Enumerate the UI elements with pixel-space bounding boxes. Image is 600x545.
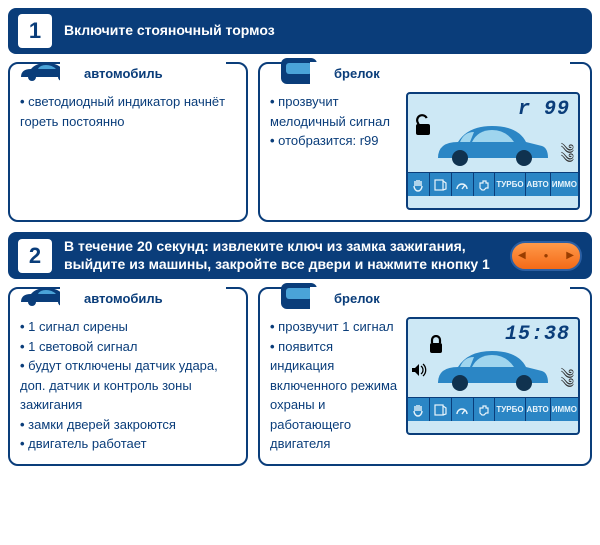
list-item: прозвучит мелодичный сигнал — [270, 92, 398, 131]
lcd-seg-engine-icon — [474, 398, 496, 421]
panel-1b-list: прозвучит мелодичный сигнал отобразится:… — [270, 92, 398, 151]
step-1-number: 1 — [18, 14, 52, 48]
lcd-car-icon — [430, 339, 550, 393]
chevron-right-icon: ▶ — [566, 250, 574, 261]
lcd-seg-immo: ИММО — [551, 398, 578, 421]
lcd-seg-turbo: ТУРБО — [495, 173, 525, 196]
lcd-car-icon — [430, 114, 550, 168]
lcd-display-1: r 99 ༄༄ ТУРБО АВТО ИММО — [406, 92, 580, 210]
panel-2b-list: прозвучит 1 сигнал появится индикация вк… — [270, 317, 398, 454]
lcd-seg-auto: АВТО — [526, 398, 551, 421]
panel-step1-car: автомобиль светодиодный индикатор начнёт… — [8, 62, 248, 222]
panel-1a-list: светодиодный индикатор начнёт гореть пос… — [20, 92, 236, 131]
panel-2a-list: 1 сигнал сирены 1 световой сигнал будут … — [20, 317, 236, 454]
panel-title: автомобиль — [60, 287, 226, 309]
panel-step2-fob: брелок прозвучит 1 сигнал появится индик… — [258, 287, 592, 466]
smoke-icon: ༄༄ — [561, 145, 574, 162]
step-2-header: 2 В течение 20 секунд: извлеките ключ из… — [8, 232, 592, 279]
list-item: 1 световой сигнал — [20, 337, 236, 357]
panel-title: брелок — [310, 287, 570, 309]
lcd-seg-turbo: ТУРБО — [495, 398, 525, 421]
lcd-seg-auto: АВТО — [526, 173, 551, 196]
lcd-seg-engine-icon — [474, 173, 496, 196]
dot-icon: ● — [544, 251, 549, 260]
panel-title: автомобиль — [60, 62, 226, 84]
lcd-segments: ТУРБО АВТО ИММО — [408, 172, 578, 196]
list-item: 1 сигнал сирены — [20, 317, 236, 337]
chevron-left-icon: ◀ — [518, 250, 526, 261]
list-item: светодиодный индикатор начнёт гореть пос… — [20, 92, 236, 131]
step-2-title: В течение 20 секунд: извлеките ключ из з… — [64, 238, 498, 273]
smoke-icon: ༄༄ — [561, 370, 574, 387]
lcd-seg-hand-icon — [408, 173, 430, 196]
lcd-seg-hand-icon — [408, 398, 430, 421]
step-1-header: 1 Включите стояночный тормоз — [8, 8, 592, 54]
lcd-seg-immo: ИММО — [551, 173, 578, 196]
lcd-seg-meter-icon — [452, 173, 474, 196]
list-item: отобразится: r99 — [270, 131, 398, 151]
button-1-icon: ◀ ● ▶ — [510, 241, 582, 271]
lcd-seg-meter-icon — [452, 398, 474, 421]
speaker-icon — [411, 363, 429, 380]
panel-step1-fob: брелок прозвучит мелодичный сигнал отобр… — [258, 62, 592, 222]
step-1-title: Включите стояночный тормоз — [64, 22, 582, 40]
lcd-seg-door-icon — [430, 398, 452, 421]
panel-title: брелок — [310, 62, 570, 84]
lcd-seg-door-icon — [430, 173, 452, 196]
panel-step2-car: автомобиль 1 сигнал сирены 1 световой си… — [8, 287, 248, 466]
step-2-number: 2 — [18, 239, 52, 273]
list-item: двигатель работает — [20, 434, 236, 454]
lcd-display-2: 15:38 ༄༄ ТУРБО АВТО ИММО — [406, 317, 580, 435]
list-item: замки дверей закроются — [20, 415, 236, 435]
lcd-segments: ТУРБО АВТО ИММО — [408, 397, 578, 421]
list-item: будут отключены датчик удара, доп. датчи… — [20, 356, 236, 415]
list-item: прозвучит 1 сигнал — [270, 317, 398, 337]
list-item: появится индикация включенного режима ох… — [270, 337, 398, 454]
